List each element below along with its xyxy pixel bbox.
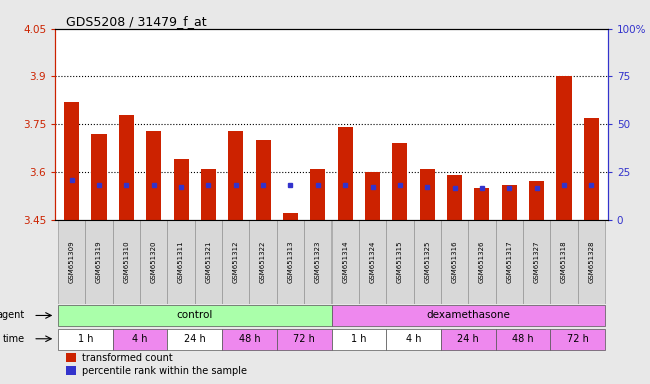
Bar: [332, 329, 386, 350]
Text: time: time: [3, 334, 25, 344]
Bar: [441, 329, 495, 350]
Text: GSM651324: GSM651324: [370, 241, 376, 283]
Bar: [146, 131, 161, 220]
Bar: [222, 220, 250, 304]
Text: 24 h: 24 h: [458, 334, 479, 344]
Bar: [283, 213, 298, 220]
Text: GSM651309: GSM651309: [69, 241, 75, 283]
Bar: [584, 118, 599, 220]
Bar: [85, 220, 112, 304]
Text: GSM651317: GSM651317: [506, 241, 512, 283]
Bar: [468, 220, 495, 304]
Text: GDS5208 / 31479_f_at: GDS5208 / 31479_f_at: [66, 15, 207, 28]
Text: 48 h: 48 h: [512, 334, 534, 344]
Bar: [551, 220, 578, 304]
Bar: [277, 329, 332, 350]
Bar: [195, 220, 222, 304]
Bar: [64, 102, 79, 220]
Text: transformed count: transformed count: [82, 353, 172, 363]
Text: GSM651323: GSM651323: [315, 241, 321, 283]
Text: 48 h: 48 h: [239, 334, 260, 344]
Bar: [556, 76, 571, 220]
Bar: [168, 329, 222, 350]
Bar: [92, 134, 107, 220]
Bar: [277, 220, 304, 304]
Text: GSM651316: GSM651316: [452, 241, 458, 283]
Text: GSM651310: GSM651310: [124, 241, 129, 283]
Text: GSM651325: GSM651325: [424, 241, 430, 283]
Bar: [66, 366, 76, 375]
Text: GSM651320: GSM651320: [151, 241, 157, 283]
Bar: [222, 329, 277, 350]
Bar: [58, 220, 85, 304]
Bar: [529, 181, 544, 220]
Bar: [393, 143, 408, 220]
Text: agent: agent: [0, 310, 25, 321]
Bar: [228, 131, 243, 220]
Text: 72 h: 72 h: [293, 334, 315, 344]
Bar: [551, 329, 605, 350]
Bar: [112, 220, 140, 304]
Bar: [474, 188, 489, 220]
Bar: [66, 353, 76, 362]
Bar: [332, 305, 605, 326]
Bar: [310, 169, 326, 220]
Text: 1 h: 1 h: [77, 334, 93, 344]
Bar: [304, 220, 332, 304]
Text: GSM651314: GSM651314: [342, 241, 348, 283]
Bar: [413, 220, 441, 304]
Bar: [332, 220, 359, 304]
Bar: [365, 172, 380, 220]
Text: 4 h: 4 h: [406, 334, 421, 344]
Bar: [168, 220, 195, 304]
Text: GSM651326: GSM651326: [479, 241, 485, 283]
Bar: [337, 127, 353, 220]
Bar: [174, 159, 188, 220]
Bar: [495, 329, 551, 350]
Text: 24 h: 24 h: [184, 334, 205, 344]
Bar: [420, 169, 435, 220]
Bar: [119, 114, 134, 220]
Bar: [112, 329, 168, 350]
Bar: [447, 175, 462, 220]
Text: GSM651312: GSM651312: [233, 241, 239, 283]
Text: GSM651319: GSM651319: [96, 241, 102, 283]
Bar: [386, 220, 413, 304]
Text: GSM651315: GSM651315: [397, 241, 403, 283]
Text: dexamethasone: dexamethasone: [426, 310, 510, 321]
Text: GSM651318: GSM651318: [561, 241, 567, 283]
Text: 72 h: 72 h: [567, 334, 589, 344]
Text: GSM651313: GSM651313: [287, 241, 293, 283]
Text: GSM651321: GSM651321: [205, 241, 211, 283]
Text: GSM651328: GSM651328: [588, 241, 594, 283]
Bar: [58, 329, 112, 350]
Bar: [140, 220, 168, 304]
Text: 1 h: 1 h: [351, 334, 367, 344]
Bar: [201, 169, 216, 220]
Bar: [386, 329, 441, 350]
Text: 4 h: 4 h: [133, 334, 148, 344]
Text: percentile rank within the sample: percentile rank within the sample: [82, 366, 247, 376]
Bar: [250, 220, 277, 304]
Text: GSM651311: GSM651311: [178, 241, 184, 283]
Bar: [255, 140, 270, 220]
Bar: [495, 220, 523, 304]
Text: control: control: [177, 310, 213, 321]
Bar: [359, 220, 386, 304]
Bar: [441, 220, 468, 304]
Bar: [58, 305, 332, 326]
Text: GSM651327: GSM651327: [534, 241, 540, 283]
Text: GSM651322: GSM651322: [260, 241, 266, 283]
Bar: [502, 185, 517, 220]
Bar: [578, 220, 605, 304]
Bar: [523, 220, 551, 304]
